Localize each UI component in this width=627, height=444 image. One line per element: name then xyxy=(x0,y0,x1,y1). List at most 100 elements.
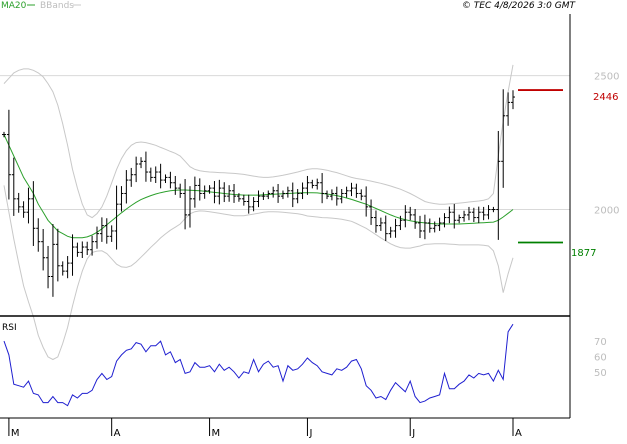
ohlc-bar xyxy=(153,166,158,183)
ohlc-bar xyxy=(408,206,413,221)
month-label: J xyxy=(308,428,312,439)
ohlc-bar xyxy=(334,186,339,206)
rsi-series xyxy=(3,323,514,407)
ohlc-bar xyxy=(388,226,393,238)
ohlc-bar xyxy=(236,193,241,202)
ohlc-bar xyxy=(6,109,11,200)
legend-bbands: BBands xyxy=(40,1,74,11)
rsi-tick-label: 50 xyxy=(594,368,607,379)
ohlc-bar xyxy=(422,214,427,240)
month-label: J xyxy=(411,428,415,439)
ohlc-bar xyxy=(183,179,188,230)
ohlc-bar xyxy=(320,173,325,204)
ohlc-bar xyxy=(486,205,491,220)
ohlc-bar xyxy=(31,181,36,246)
ohlc-bar xyxy=(168,171,173,189)
price-tick-label: 2500 xyxy=(594,72,619,83)
ohlc-bar xyxy=(339,189,344,204)
ohlc-bar xyxy=(427,218,432,233)
ohlc-bar xyxy=(413,209,418,229)
ohlc-bar xyxy=(104,218,109,244)
ohlc-bar xyxy=(41,229,46,271)
ohlc-bar xyxy=(16,192,21,213)
ohlc-bar xyxy=(462,210,467,222)
ohlc-bar xyxy=(246,194,251,214)
ohlc-bar xyxy=(373,210,378,233)
ohlc-bar xyxy=(359,189,364,201)
ohlc-bar xyxy=(280,190,285,200)
ohlc-bar xyxy=(496,130,501,240)
ohlc-bar xyxy=(2,131,6,138)
ohlc-bar xyxy=(378,217,383,231)
month-label: M xyxy=(11,428,20,439)
ohlc-bar xyxy=(46,245,51,289)
ohlc-bar xyxy=(476,206,481,224)
ohlc-bar xyxy=(178,183,183,198)
ohlc-bar xyxy=(300,182,305,200)
rsi-line xyxy=(3,323,514,407)
ohlc-bar xyxy=(50,224,55,297)
support-label: 1877 xyxy=(571,248,596,259)
ohlc-bar xyxy=(295,189,300,204)
ohlc-bar xyxy=(70,234,75,276)
ohlc-bar xyxy=(506,92,511,126)
ohlc-bar xyxy=(232,184,237,203)
ohlc-bar xyxy=(266,190,271,200)
ohlc-bar xyxy=(364,186,369,217)
price-levels xyxy=(518,89,563,244)
axes xyxy=(0,14,571,419)
rsi-tick-label: 70 xyxy=(594,337,607,348)
ohlc-bar xyxy=(329,189,334,201)
ohlc-bar xyxy=(354,183,359,198)
ohlc-bar xyxy=(163,174,168,184)
ohlc-bar xyxy=(315,178,320,190)
ohlc-bar xyxy=(285,186,290,198)
ohlc-bar xyxy=(418,215,423,239)
ohlc-bar xyxy=(325,190,330,200)
resistance-label: 2446 xyxy=(593,92,618,103)
ohlc-bar xyxy=(222,182,227,203)
ohlc-bar xyxy=(452,203,457,229)
ohlc-bar xyxy=(403,205,408,228)
ohlc-bar xyxy=(271,186,276,198)
ohlc-bar xyxy=(207,185,212,194)
ohlc-bar xyxy=(65,256,70,279)
ohlc-bar xyxy=(114,185,119,250)
ohlc-bar xyxy=(202,185,207,199)
ohlc-bar xyxy=(227,185,232,202)
price-bars xyxy=(2,89,515,297)
ohlc-bar xyxy=(276,184,281,203)
ohlc-bar xyxy=(187,186,192,228)
ohlc-bar xyxy=(212,181,217,204)
ohlc-bar xyxy=(256,190,261,208)
axis-ticks: 2000 2500 50 60 70 M A M J J A xyxy=(8,72,619,439)
ohlc-bar xyxy=(241,194,246,206)
ohlc-bar xyxy=(134,156,139,183)
ohlc-bar xyxy=(305,175,310,195)
ohlc-bar xyxy=(148,167,153,182)
ohlc-bar xyxy=(99,217,104,242)
ohlc-bar xyxy=(511,90,515,110)
ohlc-bar xyxy=(310,179,315,189)
ohlc-bar xyxy=(60,261,65,276)
ohlc-bar xyxy=(261,192,266,200)
ohlc-bar xyxy=(217,179,222,205)
ohlc-bar xyxy=(124,170,129,204)
ohlc-bar xyxy=(80,241,85,258)
ohlc-bar xyxy=(139,157,144,169)
ohlc-bar xyxy=(75,242,80,257)
ohlc-bar xyxy=(501,89,506,188)
ohlc-bar xyxy=(457,214,462,224)
ohlc-bar xyxy=(94,226,99,249)
ohlc-bar xyxy=(90,235,95,256)
bband-upper-line xyxy=(3,64,514,219)
ohlc-bar xyxy=(143,151,148,182)
ohlc-bar xyxy=(481,206,486,221)
grid-lines xyxy=(0,75,570,211)
ohlc-bar xyxy=(447,206,452,224)
month-label: A xyxy=(515,428,522,439)
ohlc-bar xyxy=(349,182,354,197)
ohlc-bar xyxy=(442,213,447,228)
ohlc-bar xyxy=(109,225,114,242)
